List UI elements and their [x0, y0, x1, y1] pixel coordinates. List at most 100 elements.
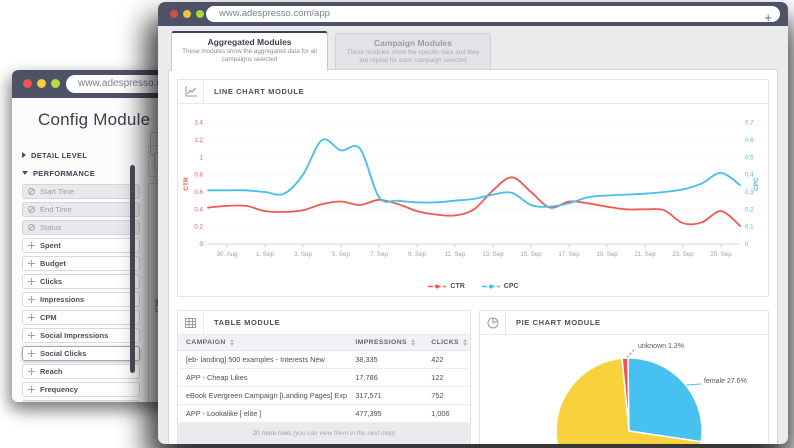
right-axis-tick: 0.6 [745, 137, 754, 144]
section-label: PERFORMANCE [33, 168, 96, 178]
more-rows-count: 20 more rows [252, 430, 292, 437]
x-axis-tick: 21. Sep [634, 251, 656, 258]
column-header-campaign[interactable]: CAMPAIGN [178, 338, 347, 347]
field-label: Reach [40, 367, 63, 376]
clicks-cell: 422 [431, 355, 444, 364]
table-row[interactable]: APP - Cheap Likes 17,786 122 [178, 369, 470, 387]
tab-description: These modules show the aggregated data f… [182, 48, 317, 63]
field-label: Budget [40, 259, 66, 268]
field-label: CPM [40, 313, 57, 322]
sidebar-field: End Time [22, 202, 140, 217]
sidebar-field[interactable]: Spent [22, 238, 140, 253]
left-axis-tick: 1 [200, 154, 204, 161]
sidebar-field[interactable]: CPM [22, 310, 140, 325]
field-label: Social Clicks [40, 349, 87, 358]
x-axis-tick: 7. Sep [370, 251, 388, 258]
table-row[interactable]: APP - Lookalike [ elite ] 477,395 1,006 [178, 405, 470, 423]
legend-item-cpc[interactable]: CPC [481, 283, 519, 290]
module-title: LINE CHART MODULE [214, 87, 305, 96]
sidebar-field[interactable]: Reach [22, 364, 140, 379]
pie-label-unknown: unknown 1.3% [638, 343, 684, 350]
config-sidebar: DETAIL LEVEL PERFORMANCE Start Time End T… [22, 148, 140, 402]
clicks-cell: 122 [431, 373, 444, 382]
x-axis-tick: 3. Sep [294, 251, 312, 258]
pie-leader-line [685, 383, 702, 386]
sort-icon [462, 338, 467, 347]
right-axis-tick: 0.3 [745, 189, 754, 196]
right-axis-title: CPC [753, 177, 760, 191]
line-chart-module: LINE CHART MODULE 0 0.2 0.4 0.6 0.8 1 1.2 1.4 0 0… [177, 79, 769, 297]
minimize-button[interactable] [37, 79, 46, 88]
tab-aggregated-modules[interactable]: Aggregated Modules These modules show th… [171, 31, 328, 71]
campaign-cell: APP - Cheap Likes [186, 373, 248, 382]
column-header-impressions[interactable]: IMPRESSIONS [347, 338, 423, 347]
module-title: PIE CHART MODULE [516, 318, 601, 327]
left-axis-title: CTR [183, 177, 190, 191]
module-header: PIE CHART MODULE [480, 311, 768, 335]
x-axis-tick: 30. Aug [217, 251, 239, 258]
section-performance[interactable]: PERFORMANCE [22, 166, 140, 180]
tab-label: Aggregated Modules [207, 37, 292, 47]
module-header: TABLE MODULE [178, 311, 470, 335]
table-row[interactable]: eBook Evergreen Campaign [Landing Pages]… [178, 387, 470, 405]
sidebar-field[interactable]: Budget [22, 256, 140, 271]
x-axis-tick: 19. Sep [596, 251, 618, 258]
close-button[interactable] [23, 79, 32, 88]
sidebar-field[interactable]: Frequency [22, 382, 140, 397]
url-text: www.adespresso.com/app [219, 8, 330, 19]
left-axis-tick: 0.4 [194, 206, 203, 213]
tab-campaign-modules[interactable]: Campaign Modules These modules show the … [335, 33, 491, 71]
table-module: TABLE MODULE CAMPAIGN IMPRESSIONS CLICKS… [177, 310, 471, 444]
field-label: Frequency [40, 385, 78, 394]
disabled-icon [28, 206, 35, 213]
left-axis-tick: 0 [200, 241, 204, 248]
field-label: Start Time [40, 187, 75, 196]
table-body: [eb- landing] 500 examples - Interests N… [178, 351, 470, 423]
legend-marker [481, 284, 500, 288]
new-tab-button[interactable]: + [764, 10, 772, 22]
sidebar-field[interactable]: Social Clicks [22, 346, 140, 361]
column-header-clicks[interactable]: CLICKS [423, 338, 470, 347]
chevron-right-icon [22, 152, 26, 158]
campaign-cell: APP - Lookalike [ elite ] [186, 409, 262, 418]
close-button[interactable] [170, 10, 178, 18]
sort-icon [229, 338, 234, 347]
zoom-button[interactable] [196, 10, 204, 18]
move-icon [28, 386, 35, 393]
sidebar-scrollbar[interactable] [130, 165, 135, 373]
move-icon [28, 314, 35, 321]
chevron-down-icon [22, 171, 28, 175]
move-icon [28, 260, 35, 267]
sidebar-field[interactable]: Social Impressions [22, 328, 140, 343]
field-label: Status [40, 223, 62, 232]
clicks-cell: 752 [431, 391, 444, 400]
pie-chart-icon [480, 311, 506, 335]
table-header-row: CAMPAIGN IMPRESSIONS CLICKS [178, 335, 470, 351]
sidebar-field[interactable]: Clicks [22, 274, 140, 289]
x-axis-tick: 9. Sep [408, 251, 426, 258]
x-axis-tick: 13. Sep [482, 251, 504, 258]
address-bar[interactable]: www.adespresso.com/app + [206, 6, 780, 22]
pie-chart-module: PIE CHART MODULE unknown 1.3% female 27.6… [479, 310, 769, 444]
field-label: Clicks [40, 277, 63, 286]
section-detail-level[interactable]: DETAIL LEVEL [22, 148, 140, 162]
minimize-button[interactable] [183, 10, 191, 18]
left-axis-tick: 1.4 [194, 120, 203, 127]
move-icon [28, 242, 35, 249]
impressions-cell: 17,786 [355, 373, 378, 382]
right-axis-tick: 0.1 [745, 224, 754, 231]
move-icon [28, 350, 35, 357]
module-title: TABLE MODULE [214, 318, 281, 327]
pie-slice-female [627, 357, 703, 443]
line-chart: 0 0.2 0.4 0.6 0.8 1 1.2 1.4 0 0.1 0.2 0.3 0.4 0.5 0.6 0… [183, 120, 760, 258]
field-label: End Time [40, 205, 72, 214]
module-header: LINE CHART MODULE [178, 79, 768, 104]
legend-item-ctr[interactable]: CTR [427, 283, 465, 290]
table-row[interactable]: [eb- landing] 500 examples - Interests N… [178, 351, 470, 369]
sidebar-field[interactable]: Impressions [22, 292, 140, 307]
section-label: DETAIL LEVEL [31, 150, 88, 160]
zoom-button[interactable] [51, 79, 60, 88]
table-icon [178, 311, 204, 335]
x-axis-tick: 17. Sep [558, 251, 580, 258]
